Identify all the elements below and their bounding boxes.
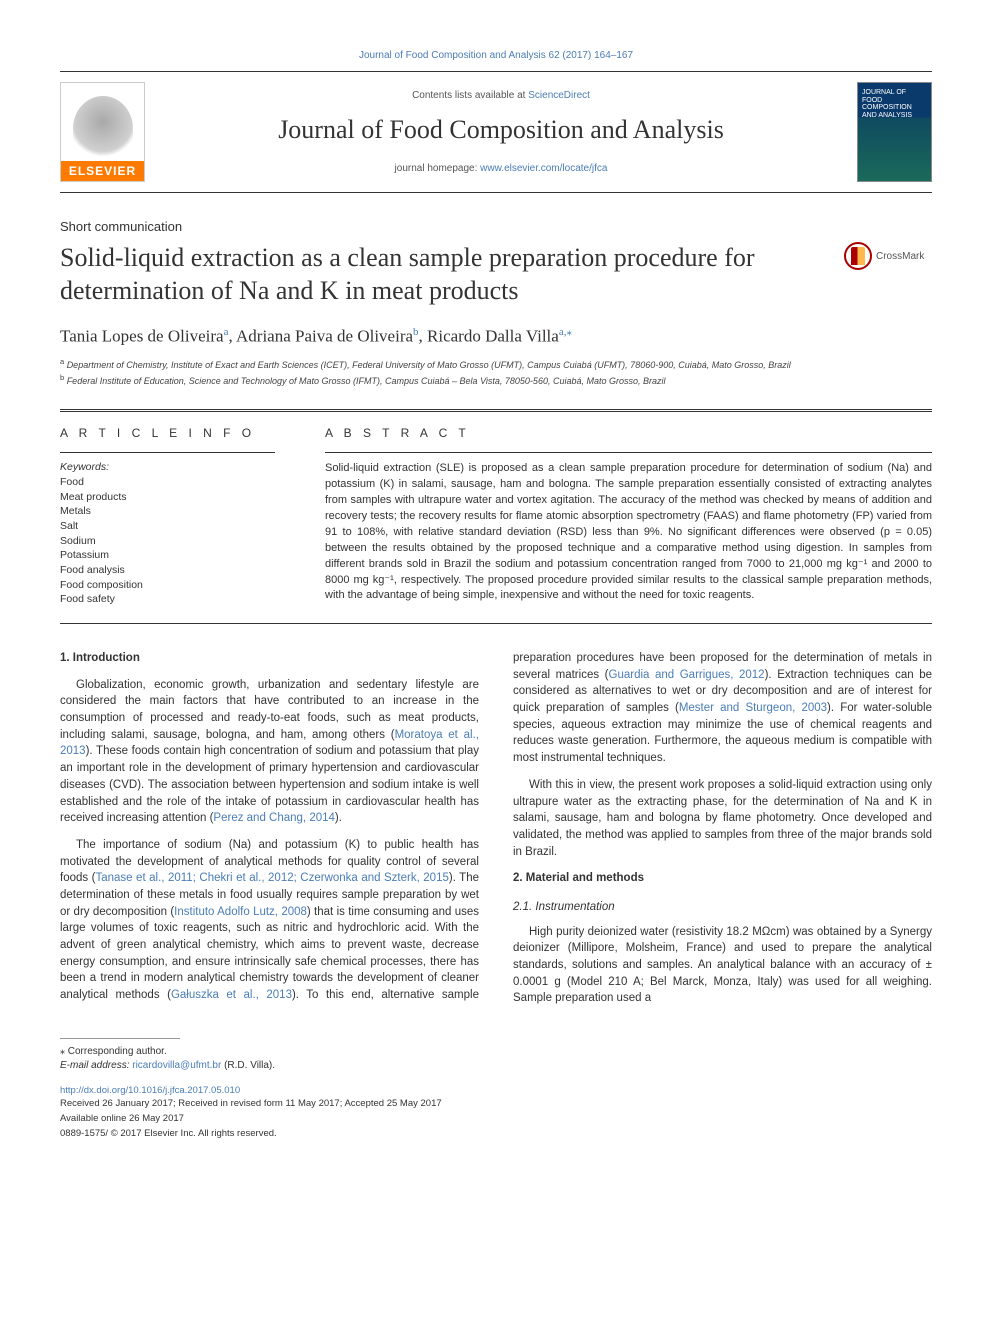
article-info-rule (60, 452, 275, 453)
cover-line-2: COMPOSITION (862, 104, 912, 111)
abstract-text: Solid-liquid extraction (SLE) is propose… (325, 461, 932, 604)
journal-cover-title: JOURNAL OF FOOD COMPOSITION AND ANALYSIS (862, 89, 927, 120)
journal-header: ELSEVIER Contents lists available at Sci… (60, 71, 932, 193)
cover-line-1: JOURNAL OF FOOD (862, 89, 906, 104)
affiliation-a: a Department of Chemistry, Institute of … (60, 357, 932, 371)
citation-link[interactable]: Mester and Sturgeon, 2003 (679, 702, 827, 714)
author-1-aff: a (224, 326, 229, 338)
doi-link[interactable]: http://dx.doi.org/10.1016/j.jfca.2017.05… (60, 1085, 932, 1096)
email-label: E-mail address: (60, 1060, 132, 1071)
author-2-aff: b (413, 326, 419, 338)
crossmark-badge[interactable]: CrossMark (844, 242, 932, 270)
author-1[interactable]: Tania Lopes de Oliveira (60, 327, 224, 346)
affiliation-a-text: Department of Chemistry, Institute of Ex… (67, 360, 791, 370)
sciencedirect-link[interactable]: ScienceDirect (528, 90, 590, 101)
divider-single (60, 623, 932, 624)
subsection-instrumentation-heading: 2.1. Instrumentation (513, 899, 932, 916)
journal-name: Journal of Food Composition and Analysis (159, 115, 843, 145)
keyword: Meat products (60, 490, 275, 505)
article-info-heading: A R T I C L E I N F O (60, 426, 275, 440)
crossmark-label: CrossMark (876, 251, 924, 262)
keywords-label: Keywords: (60, 461, 275, 473)
affiliation-b: b Federal Institute of Education, Scienc… (60, 373, 932, 387)
author-list: Tania Lopes de Oliveiraa, Adriana Paiva … (60, 325, 932, 347)
author-2[interactable]: Adriana Paiva de Oliveira (236, 327, 413, 346)
article-title: Solid-liquid extraction as a clean sampl… (60, 242, 824, 307)
article-type: Short communication (60, 219, 932, 234)
corresponding-author-note: ⁎ Corresponding author. (60, 1045, 932, 1059)
top-citation[interactable]: Journal of Food Composition and Analysis… (60, 50, 932, 61)
intro-paragraph-4: With this in view, the present work prop… (513, 777, 932, 860)
author-3[interactable]: Ricardo Dalla Villa (427, 327, 559, 346)
citation-link[interactable]: Gałuszka et al., 2013 (171, 989, 292, 1001)
copyright-line: 0889-1575/ © 2017 Elsevier Inc. All righ… (60, 1128, 932, 1141)
received-dates: Received 26 January 2017; Received in re… (60, 1098, 932, 1111)
footnote-divider (60, 1038, 180, 1039)
email-tail: (R.D. Villa). (221, 1060, 275, 1071)
corresponding-star: ⁎ (566, 326, 572, 338)
email-line: E-mail address: ricardovilla@ufmt.br (R.… (60, 1059, 932, 1073)
keyword: Sodium (60, 534, 275, 549)
citation-link[interactable]: Instituto Adolfo Lutz, 2008 (174, 906, 307, 918)
homepage-line: journal homepage: www.elsevier.com/locat… (159, 163, 843, 174)
keyword: Metals (60, 504, 275, 519)
article-body: 1. Introduction Globalization, economic … (60, 650, 932, 1010)
keyword: Food composition (60, 578, 275, 593)
elsevier-tree-icon (73, 96, 133, 161)
section-mm-heading: 2. Material and methods (513, 870, 932, 887)
keyword: Food safety (60, 592, 275, 607)
text-run: ). (335, 812, 342, 824)
keyword: Food analysis (60, 563, 275, 578)
crossmark-icon (844, 242, 872, 270)
text-run: ) that is time consuming and uses large … (60, 906, 479, 1001)
keyword: Potassium (60, 548, 275, 563)
elsevier-wordmark: ELSEVIER (61, 161, 144, 181)
homepage-prefix: journal homepage: (395, 163, 481, 174)
abstract-heading: A B S T R A C T (325, 426, 932, 440)
email-link[interactable]: ricardovilla@ufmt.br (132, 1060, 221, 1071)
homepage-link[interactable]: www.elsevier.com/locate/jfca (480, 163, 607, 174)
abstract-rule (325, 452, 932, 453)
cover-line-3: AND ANALYSIS (862, 112, 912, 119)
citation-link[interactable]: Tanase et al., 2011; Chekri et al., 2012… (95, 872, 448, 884)
online-date: Available online 26 May 2017 (60, 1113, 932, 1126)
citation-link[interactable]: Guardia and Garrigues, 2012 (609, 669, 765, 681)
intro-paragraph-1: Globalization, economic growth, urbaniza… (60, 677, 479, 827)
keyword: Food (60, 475, 275, 490)
contents-prefix: Contents lists available at (412, 90, 528, 101)
instrumentation-paragraph-1: High purity deionized water (resistivity… (513, 924, 932, 1007)
journal-cover-thumbnail[interactable]: JOURNAL OF FOOD COMPOSITION AND ANALYSIS (857, 82, 932, 182)
affiliation-b-text: Federal Institute of Education, Science … (67, 376, 666, 386)
divider-double (60, 409, 932, 412)
text-run: ). To (292, 989, 326, 1001)
section-intro-heading: 1. Introduction (60, 650, 479, 667)
citation-link[interactable]: Perez and Chang, 2014 (213, 812, 334, 824)
keyword: Salt (60, 519, 275, 534)
contents-list-line: Contents lists available at ScienceDirec… (159, 90, 843, 101)
elsevier-logo[interactable]: ELSEVIER (60, 82, 145, 182)
